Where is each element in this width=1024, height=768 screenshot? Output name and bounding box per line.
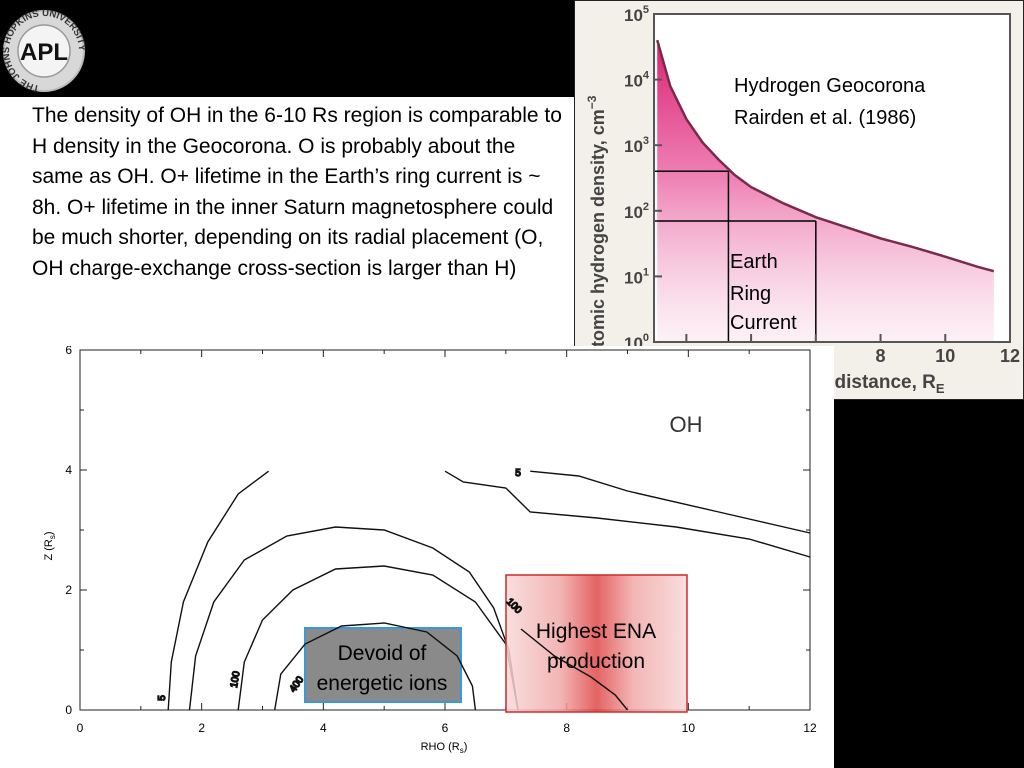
oh-contour-label: 5 [157,695,168,701]
devoid-label-2: energetic ions [317,672,448,695]
geocorona-patch [686,18,726,62]
oh-background [0,346,834,768]
oh-ytick-label: 6 [65,346,72,357]
oh-contour-chart: 0 2 4 6 8 10 12 0 2 4 6 Devoid of energetic ions H… [0,346,834,768]
ena-label-1: Highest ENA [536,620,656,643]
intro-paragraph: The density of OH in the 6-10 Rs region … [0,97,578,347]
jhu-apl-logo: THE JOHNS HOPKINS UNIVERSITY APL [1,8,87,94]
geocorona-title-1: Hydrogen Geocorona [734,75,926,97]
oh-contour-label: 5 [515,468,521,479]
oh-xtick-label: 0 [77,721,84,735]
logo-seal-inner [17,24,71,78]
oh-xtick-label: 4 [320,721,327,735]
oh-ytick-label: 0 [65,703,72,717]
oh-contour-line [167,470,270,711]
logo-emblem: APL [20,39,68,66]
oh-xtick-label: 10 [682,721,696,735]
geocorona-area [657,40,994,343]
ena-region-box [505,574,688,713]
oh-contour-line [444,470,811,558]
geocorona-ylabel: Atomic hydrogen density, cm−3 [585,95,608,360]
geocorona-chart: 24681012100101102103104105 Hydrogen Geoc… [574,0,1024,400]
oh-ytick-label: 4 [65,463,72,477]
ring-label-2: Ring [730,283,771,305]
oh-xtick-label: 12 [803,721,817,735]
oh-ytick-label: 2 [65,583,72,597]
devoid-label-1: Devoid of [338,642,427,665]
oh-ylabel: Z (Rs) [43,531,57,560]
oh-contour-inner [274,622,477,711]
geocorona-xtick-label: 12 [1000,346,1020,366]
geocorona-xtick-label: 10 [935,346,955,366]
ena-label-2: production [547,650,645,673]
ring-label-3: Current [730,312,797,334]
oh-xlabel: RHO (Rs) [421,741,468,755]
geocorona-title-2: Rairden et al. (1986) [734,107,916,129]
geocorona-ytick-label: 102 [624,201,649,222]
oh-axes: 0 2 4 6 8 10 12 0 2 4 6 [65,346,817,735]
ring-label-1: Earth [730,251,778,273]
oh-contour-line [188,526,519,711]
geocorona-curve [656,39,995,273]
oh-xtick-label: 6 [442,721,449,735]
geocorona-axes-frame [653,13,1011,343]
oh-contour-line [530,470,811,534]
geocorona-xtick-label: 8 [876,346,886,366]
geocorona-ytick-label: 105 [624,4,649,25]
geocorona-marks [654,18,995,343]
oh-contours [167,470,811,711]
geocorona-ytick-label: 103 [624,135,649,156]
oh-xtick-label: 8 [563,721,570,735]
geocorona-ytick-label: 101 [624,266,649,287]
oh-contour-line [237,565,519,711]
oh-xtick-label: 2 [198,721,205,735]
oh-species-label: OH [670,412,703,437]
oh-contour-label: 100 [229,670,243,689]
oh-contour-inner [520,628,629,711]
